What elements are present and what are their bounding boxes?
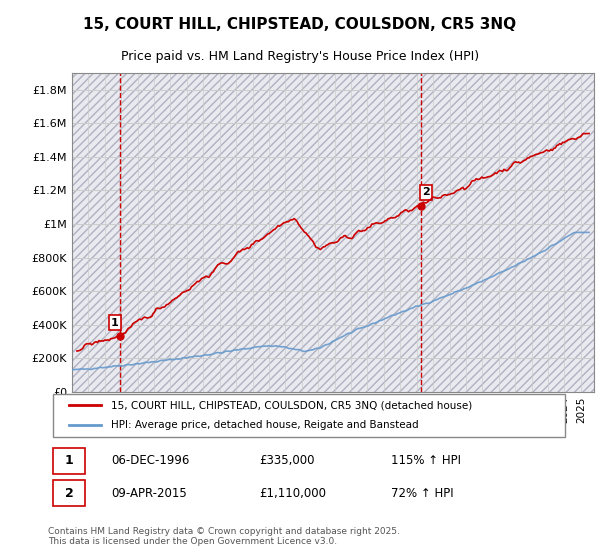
Text: HPI: Average price, detached house, Reigate and Banstead: HPI: Average price, detached house, Reig… bbox=[112, 421, 419, 430]
Text: 72% ↑ HPI: 72% ↑ HPI bbox=[391, 487, 454, 500]
Bar bbox=[72, 73, 594, 392]
FancyBboxPatch shape bbox=[53, 480, 85, 506]
Text: 06-DEC-1996: 06-DEC-1996 bbox=[112, 454, 190, 467]
Text: 115% ↑ HPI: 115% ↑ HPI bbox=[391, 454, 461, 467]
Text: 15, COURT HILL, CHIPSTEAD, COULSDON, CR5 3NQ: 15, COURT HILL, CHIPSTEAD, COULSDON, CR5… bbox=[83, 17, 517, 32]
Text: 15, COURT HILL, CHIPSTEAD, COULSDON, CR5 3NQ (detached house): 15, COURT HILL, CHIPSTEAD, COULSDON, CR5… bbox=[112, 400, 473, 410]
Text: 1: 1 bbox=[65, 454, 73, 467]
Text: 1: 1 bbox=[111, 318, 119, 328]
Text: 2: 2 bbox=[422, 188, 430, 198]
Text: Price paid vs. HM Land Registry's House Price Index (HPI): Price paid vs. HM Land Registry's House … bbox=[121, 50, 479, 63]
FancyBboxPatch shape bbox=[53, 448, 85, 474]
Text: £1,110,000: £1,110,000 bbox=[259, 487, 326, 500]
Text: Contains HM Land Registry data © Crown copyright and database right 2025.
This d: Contains HM Land Registry data © Crown c… bbox=[48, 526, 400, 546]
FancyBboxPatch shape bbox=[53, 394, 565, 437]
Text: £335,000: £335,000 bbox=[259, 454, 315, 467]
Text: 2: 2 bbox=[65, 487, 73, 500]
Text: 09-APR-2015: 09-APR-2015 bbox=[112, 487, 187, 500]
